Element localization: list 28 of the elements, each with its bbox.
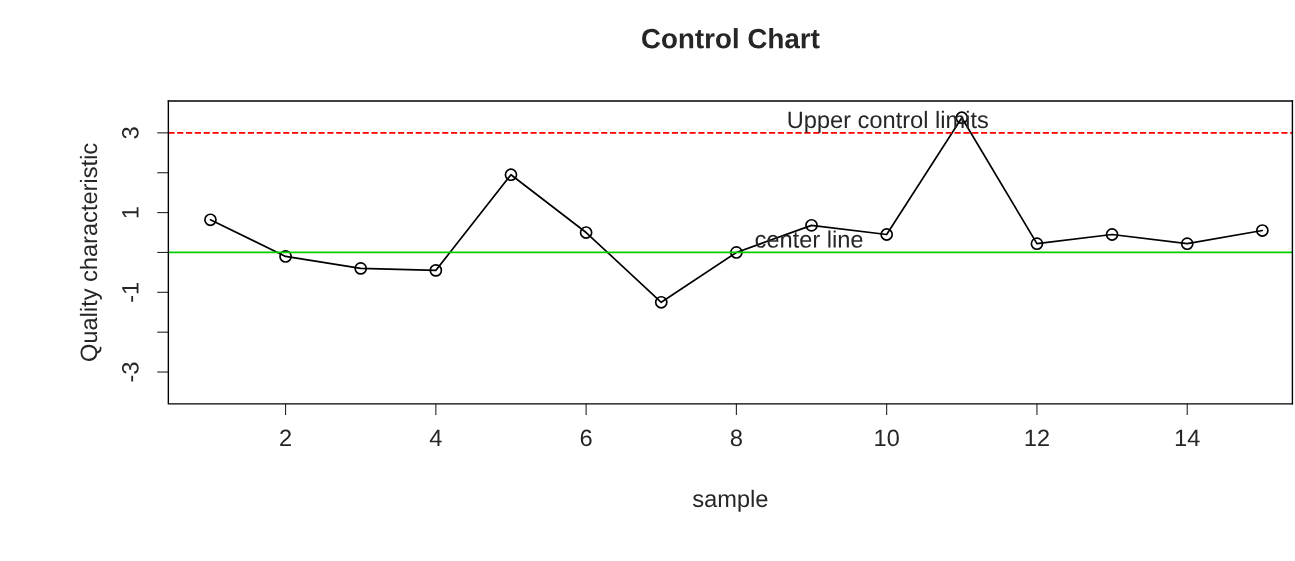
chart-title: Control Chart	[642, 28, 820, 49]
y-tick-label: -3	[121, 362, 139, 382]
point	[1180, 237, 1194, 251]
y-tick-label: 1	[122, 207, 139, 218]
point	[279, 250, 292, 263]
point	[354, 262, 368, 275]
point	[880, 228, 894, 241]
point	[1030, 237, 1044, 251]
point	[504, 168, 518, 182]
y-tick-label: -1	[122, 282, 139, 302]
y-axis-title: Quality characteristic	[79, 143, 102, 361]
x-tick-label: 2	[280, 429, 291, 447]
x-axis-title: sample	[692, 489, 768, 512]
point	[429, 263, 443, 277]
point	[579, 226, 593, 239]
point	[730, 246, 743, 259]
x-tick-label: 12	[1025, 429, 1049, 447]
x-tick-label: 6	[580, 429, 592, 447]
point	[1255, 224, 1269, 237]
x-tick-label: 14	[1175, 429, 1200, 447]
point	[654, 295, 668, 309]
point	[1105, 228, 1119, 241]
point	[805, 218, 818, 232]
x-tick-label: 8	[730, 429, 742, 447]
x-tick-label: 10	[875, 429, 899, 447]
x-tick-label: 4	[429, 429, 442, 447]
point	[204, 213, 217, 227]
y-tick-label: 3	[121, 127, 139, 139]
